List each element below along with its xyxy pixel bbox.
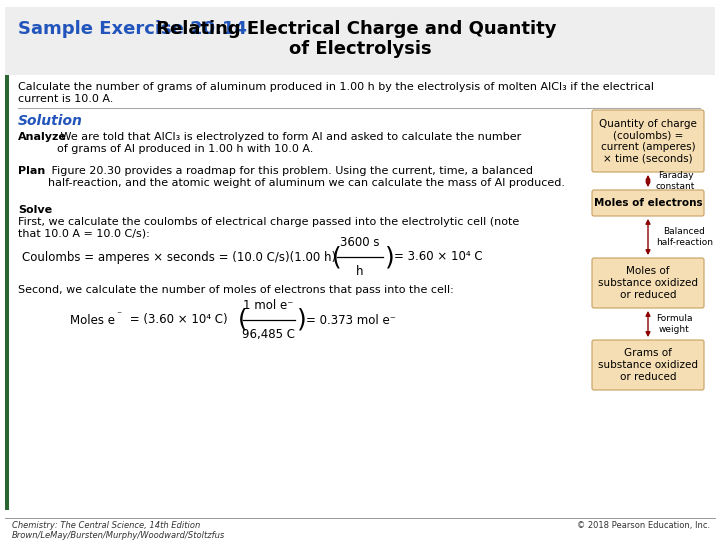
Text: Moles e: Moles e xyxy=(70,314,115,327)
Text: Balanced
half-reaction: Balanced half-reaction xyxy=(656,227,713,247)
Text: Second, we calculate the number of moles of electrons that pass into the cell:: Second, we calculate the number of moles… xyxy=(18,285,454,295)
Text: 96,485 C: 96,485 C xyxy=(241,328,294,341)
Text: 1 mol e⁻: 1 mol e⁻ xyxy=(243,299,293,312)
Text: ): ) xyxy=(297,308,307,332)
FancyBboxPatch shape xyxy=(592,190,704,216)
Text: (: ( xyxy=(238,308,248,332)
FancyBboxPatch shape xyxy=(592,258,704,308)
Text: Solution: Solution xyxy=(18,114,83,128)
Text: Relating Electrical Charge and Quantity: Relating Electrical Charge and Quantity xyxy=(150,20,557,38)
Text: = 3.60 × 10⁴ C: = 3.60 × 10⁴ C xyxy=(394,251,482,264)
Text: = 0.373 mol e⁻: = 0.373 mol e⁻ xyxy=(306,314,396,327)
Text: Quantity of charge
(coulombs) =
current (amperes)
× time (seconds): Quantity of charge (coulombs) = current … xyxy=(599,119,697,164)
FancyBboxPatch shape xyxy=(5,40,9,510)
Text: Calculate the number of grams of aluminum produced in 1.00 h by the electrolysis: Calculate the number of grams of aluminu… xyxy=(18,82,654,104)
Text: = (3.60 × 10⁴ C): = (3.60 × 10⁴ C) xyxy=(126,314,228,327)
Text: Coulombs = amperes × seconds = (10.0 C/s)(1.00 h): Coulombs = amperes × seconds = (10.0 C/s… xyxy=(22,251,336,264)
Text: Chemistry: The Central Science, 14th Edition
Brown/LeMay/Bursten/Murphy/Woodward: Chemistry: The Central Science, 14th Edi… xyxy=(12,521,225,540)
Text: Grams of
substance oxidized
or reduced: Grams of substance oxidized or reduced xyxy=(598,348,698,382)
Text: We are told that AlCl₃ is electrolyzed to form Al and asked to calculate the num: We are told that AlCl₃ is electrolyzed t… xyxy=(57,132,521,153)
Text: Plan: Plan xyxy=(18,166,45,176)
Text: ): ) xyxy=(385,245,395,269)
FancyBboxPatch shape xyxy=(592,340,704,390)
Text: Analyze: Analyze xyxy=(18,132,67,142)
Text: © 2018 Pearson Education, Inc.: © 2018 Pearson Education, Inc. xyxy=(577,521,710,530)
Text: First, we calculate the coulombs of electrical charge passed into the electrolyt: First, we calculate the coulombs of elec… xyxy=(18,217,519,239)
Text: Faraday
constant: Faraday constant xyxy=(656,171,696,191)
Text: Formula
weight: Formula weight xyxy=(656,314,693,334)
Text: 3600 s: 3600 s xyxy=(341,236,379,249)
Text: of Electrolysis: of Electrolysis xyxy=(289,40,431,58)
Text: Sample Exercise 20.14: Sample Exercise 20.14 xyxy=(18,20,247,38)
Text: ⁻: ⁻ xyxy=(116,310,121,320)
Text: Moles of electrons: Moles of electrons xyxy=(594,198,702,208)
Text: h: h xyxy=(356,265,364,278)
Text: Solve: Solve xyxy=(18,205,52,215)
Text: Moles of
substance oxidized
or reduced: Moles of substance oxidized or reduced xyxy=(598,266,698,300)
Text: (: ( xyxy=(332,245,342,269)
FancyBboxPatch shape xyxy=(5,7,715,75)
FancyBboxPatch shape xyxy=(592,110,704,172)
Text: Figure 20.30 provides a roadmap for this problem. Using the current, time, a bal: Figure 20.30 provides a roadmap for this… xyxy=(48,166,565,187)
